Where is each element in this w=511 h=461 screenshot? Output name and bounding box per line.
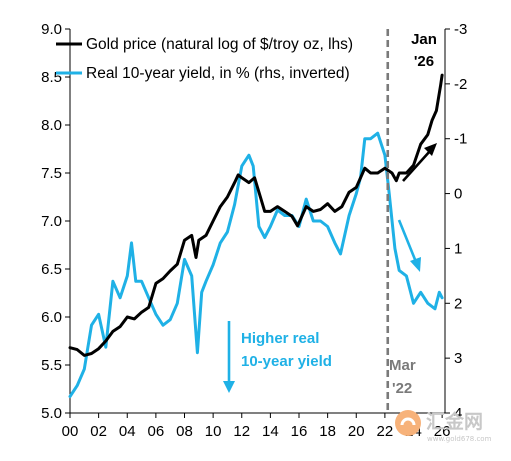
- left-tick-label: 6.5: [41, 261, 62, 278]
- left-axis-ticks: 5.05.56.06.57.07.58.08.59.0: [41, 21, 70, 422]
- left-tick-label: 8.0: [41, 117, 62, 134]
- left-tick-label: 6.0: [41, 309, 62, 326]
- right-tick-label: 1: [454, 240, 462, 257]
- x-tick-label: 20: [348, 423, 365, 440]
- x-tick-label: 26: [434, 423, 451, 440]
- x-tick-label: 08: [176, 423, 193, 440]
- x-tick-label: 14: [262, 423, 279, 440]
- right-tick-label: 2: [454, 295, 462, 312]
- gold-up-arrow-icon: [402, 143, 437, 182]
- legend: Gold price (natural log of $/troy oz, lh…: [56, 36, 353, 82]
- right-tick-label: 0: [454, 186, 462, 203]
- gold-price-series-line: [68, 73, 444, 357]
- left-tick-label: 5.0: [41, 405, 62, 422]
- x-tick-label: 02: [90, 423, 107, 440]
- mar-22-label-line1: Mar: [389, 357, 416, 374]
- mar-22-label-line2: '22: [392, 380, 412, 397]
- x-tick-label: 04: [119, 423, 136, 440]
- right-tick-label: 3: [454, 350, 462, 367]
- legend-label-yield: Real 10-year yield, in % (rhs, inverted): [86, 65, 350, 82]
- left-tick-label: 9.0: [41, 21, 62, 38]
- right-axis-ticks: -3 -2 -1 0 1 2 3 4: [445, 21, 467, 422]
- watermark-text: 汇金网: [426, 410, 483, 433]
- x-tick-label: 12: [233, 423, 250, 440]
- right-tick-label: -3: [454, 21, 467, 38]
- higher-yield-label-line2: 10-year yield: [241, 353, 332, 370]
- right-tick-label: -2: [454, 76, 467, 93]
- jan-26-label-line1: Jan: [411, 31, 437, 48]
- x-tick-label: 22: [377, 423, 394, 440]
- x-axis-ticks: 0002040608101214161820222426: [62, 413, 451, 440]
- higher-yield-label-line1: Higher real: [241, 330, 319, 347]
- right-tick-label: 4: [454, 405, 462, 422]
- x-tick-label: 06: [148, 423, 165, 440]
- watermark-logo-icon: [395, 410, 421, 436]
- series-layer: [68, 73, 444, 398]
- right-tick-label: -1: [454, 131, 467, 148]
- watermark-url: www.gold678.com: [427, 435, 492, 443]
- x-tick-label: 00: [62, 423, 79, 440]
- x-tick-label: 10: [205, 423, 222, 440]
- x-tick-label: 18: [319, 423, 336, 440]
- x-tick-label: 16: [291, 423, 308, 440]
- legend-label-gold: Gold price (natural log of $/troy oz, lh…: [86, 36, 353, 53]
- jan-26-label-line2: '26: [414, 53, 434, 70]
- higher-yield-arrow-icon: [223, 321, 235, 393]
- left-tick-label: 5.5: [41, 357, 62, 374]
- yield-down-arrow-icon: [397, 219, 421, 272]
- watermark-logo: 汇金网 www.gold678.com: [395, 410, 492, 443]
- left-tick-label: 7.5: [41, 165, 62, 182]
- left-tick-label: 7.0: [41, 213, 62, 230]
